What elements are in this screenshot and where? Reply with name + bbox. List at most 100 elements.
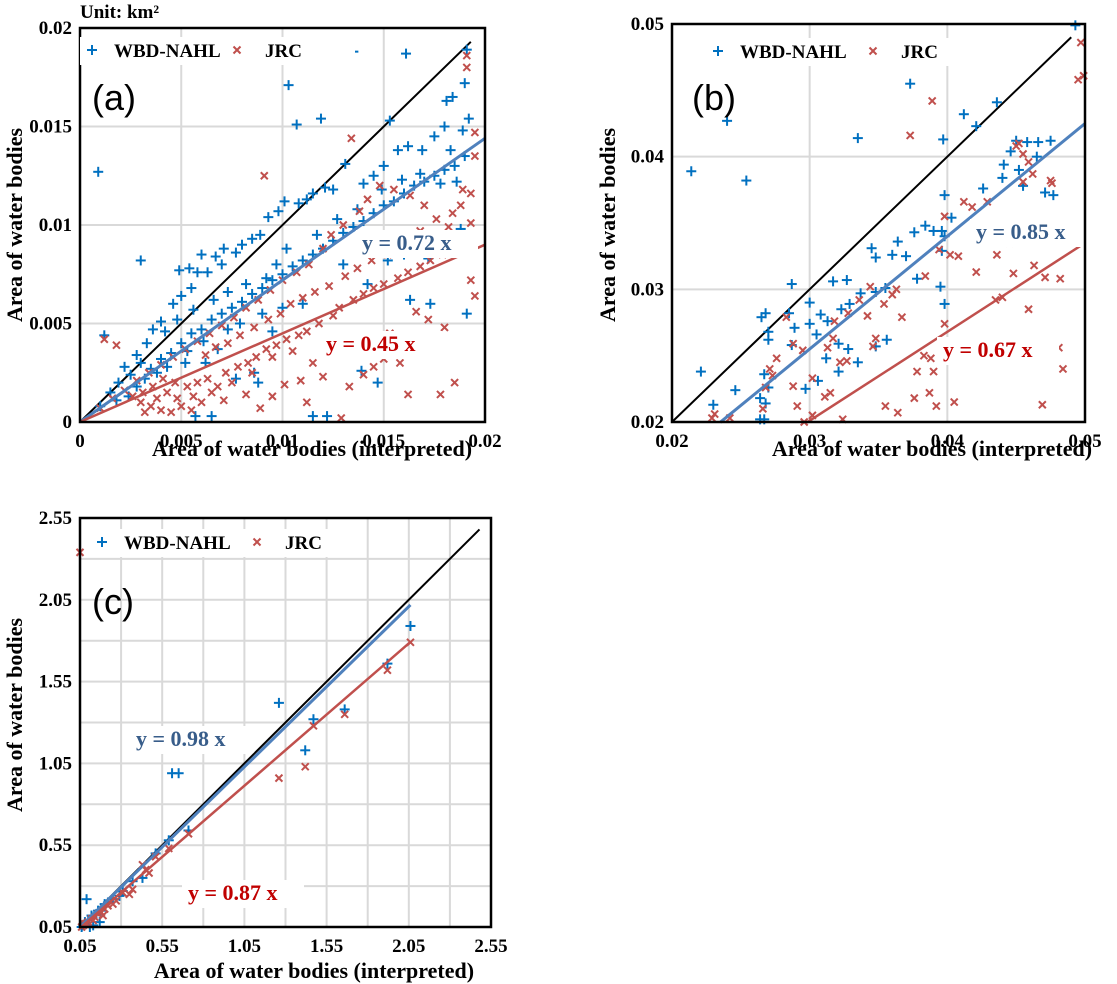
data-point-jrc-b	[375, 181, 384, 190]
data-point-jrc	[788, 339, 798, 348]
data-point-jrc	[415, 262, 425, 271]
data-point-jrc-b	[302, 327, 312, 336]
data-point-jrc-b	[1073, 75, 1083, 84]
data-point-jrc	[201, 350, 210, 360]
data-point-wbd	[131, 350, 142, 361]
data-point-jrc	[256, 404, 265, 413]
data-point-wbd	[174, 265, 185, 276]
y-tick-label: 2.55	[39, 508, 72, 529]
data-point-jrc-b	[359, 370, 368, 379]
data-point-jrc-b	[921, 271, 930, 281]
data-point-jrc-b	[112, 340, 121, 350]
data-point-wbd	[281, 243, 292, 254]
data-point-jrc	[136, 398, 145, 407]
data-point-jrc-b	[296, 376, 305, 385]
data-point-wbd	[920, 220, 931, 231]
y-tick-label: 0.55	[39, 835, 72, 856]
data-point-jrc	[375, 181, 384, 190]
data-point-jrc-b	[383, 665, 392, 675]
data-point-jrc-b	[868, 342, 878, 351]
data-point-wbd	[376, 184, 387, 195]
data-point-jrc-b	[788, 339, 798, 348]
data-point-wbd	[301, 194, 312, 205]
data-point-wbd	[1013, 164, 1024, 175]
data-point-jrc-b	[1024, 157, 1033, 167]
equation-background	[970, 219, 1092, 247]
data-point-wbd	[763, 334, 774, 345]
data-point-jrc	[260, 171, 269, 180]
data-point-jrc-b	[268, 392, 277, 401]
data-point-jrc	[341, 272, 350, 281]
data-point-jrc-b	[166, 407, 176, 417]
data-point-jrc-b	[187, 405, 196, 415]
data-point-jrc	[268, 352, 277, 362]
data-point-jrc	[367, 256, 376, 265]
data-point-jrc-b	[879, 299, 889, 309]
data-point-wbd	[273, 206, 284, 217]
data-point-wbd	[836, 304, 847, 315]
data-point-jrc	[264, 315, 273, 324]
legend-label-wbd: WBD-NAHL	[740, 42, 847, 63]
data-point-jrc-b	[758, 404, 768, 413]
data-point-jrc	[193, 378, 202, 387]
data-point-jrc-b	[1018, 149, 1028, 159]
data-point-jrc-b	[148, 382, 158, 391]
data-point-jrc	[128, 885, 137, 894]
y-tick-label: 0.005	[29, 314, 72, 335]
data-point-wbd	[887, 249, 898, 260]
fit-line-jrc	[79, 641, 412, 930]
legend-background	[80, 37, 355, 65]
data-point-jrc	[444, 222, 453, 232]
legend-label-jrc: JRC	[265, 41, 302, 62]
data-point-wbd	[322, 411, 333, 422]
x-tick-label: 0.04	[931, 431, 965, 452]
series-wbd-nahl	[686, 20, 1081, 425]
data-point-wbd	[800, 383, 811, 394]
data-point-jrc	[403, 390, 413, 399]
data-point-jrc	[458, 185, 467, 194]
data-point-jrc-b	[353, 264, 362, 273]
data-point-jrc	[235, 331, 245, 340]
data-point-jrc	[363, 195, 372, 204]
data-point-jrc	[241, 390, 251, 399]
data-point-jrc-b	[950, 397, 959, 407]
fit-line-jrc	[79, 243, 486, 424]
data-point-jrc	[298, 293, 307, 303]
data-point-jrc	[140, 407, 150, 417]
data-point-jrc	[1040, 273, 1050, 282]
data-point-jrc-b	[926, 354, 936, 363]
data-point-jrc	[830, 316, 839, 326]
data-point-wbd	[196, 249, 207, 260]
data-point-jrc	[301, 762, 310, 771]
data-point-wbd	[263, 212, 274, 223]
data-point-wbd	[315, 113, 326, 124]
data-point-wbd	[300, 745, 311, 756]
data-point-jrc-b	[100, 335, 109, 344]
data-point-jrc-b	[415, 262, 425, 271]
data-point-wbd	[991, 97, 1002, 108]
equation-label-wbd: y = 0.98 x	[136, 726, 226, 751]
data-point-wbd	[384, 115, 395, 126]
legend: WBD-NAHL JRC	[80, 37, 355, 65]
data-point-jrc	[314, 319, 324, 328]
data-point-wbd	[81, 894, 92, 905]
data-point-jrc-b	[828, 334, 838, 343]
data-point-wbd	[234, 318, 245, 329]
data-point-wbd	[844, 298, 855, 309]
data-point-jrc	[219, 396, 228, 405]
panel-label: (a)	[92, 77, 136, 118]
data-point-wbd	[425, 298, 436, 309]
data-point-wbd	[237, 296, 247, 307]
data-point-jrc	[466, 275, 476, 285]
data-point-wbd	[415, 168, 426, 179]
y-axis-title: Area of water bodies	[2, 618, 27, 813]
data-point-wbd	[998, 159, 1009, 170]
data-point-jrc	[183, 382, 192, 391]
data-point-jrc-b	[940, 212, 949, 221]
data-point-jrc-b	[125, 890, 134, 899]
data-point-jrc	[324, 281, 334, 291]
data-point-jrc-b	[235, 331, 245, 340]
data-point-wbd	[308, 714, 319, 725]
data-point-jrc-b	[213, 382, 222, 391]
